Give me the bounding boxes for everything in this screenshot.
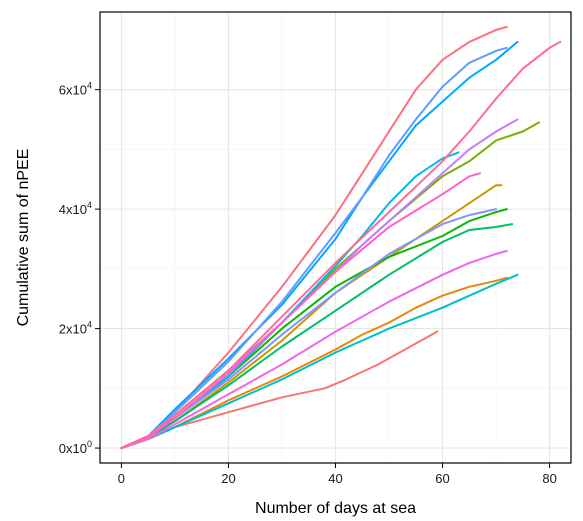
series-line-14 (120, 249, 508, 450)
y-axis-title: Cumulative sum of nPEE (15, 149, 32, 327)
y-tick-label: 2x104 (59, 320, 92, 337)
series-line-11 (120, 46, 508, 450)
series-line-7 (120, 223, 514, 450)
series-line-9 (120, 40, 519, 450)
y-tick-label: 6x104 (59, 81, 92, 98)
series-line-10 (120, 151, 460, 450)
series-line-8 (120, 273, 519, 450)
x-tick-label: 0 (118, 471, 125, 486)
series-lines (120, 25, 562, 450)
series-line-15 (120, 172, 481, 450)
y-tick-label: 4x104 (59, 200, 92, 217)
x-tick-label: 20 (221, 471, 235, 486)
series-line-16 (120, 40, 562, 450)
x-tick-label: 80 (542, 471, 556, 486)
axes: 0 20 40 60 80 0x100 2x104 4x104 6x104 (59, 81, 557, 486)
y-tick-label: 0x100 (59, 439, 92, 456)
x-axis-title: Number of days at sea (255, 500, 416, 517)
x-tick-label: 60 (435, 471, 449, 486)
x-tick-label: 40 (328, 471, 342, 486)
